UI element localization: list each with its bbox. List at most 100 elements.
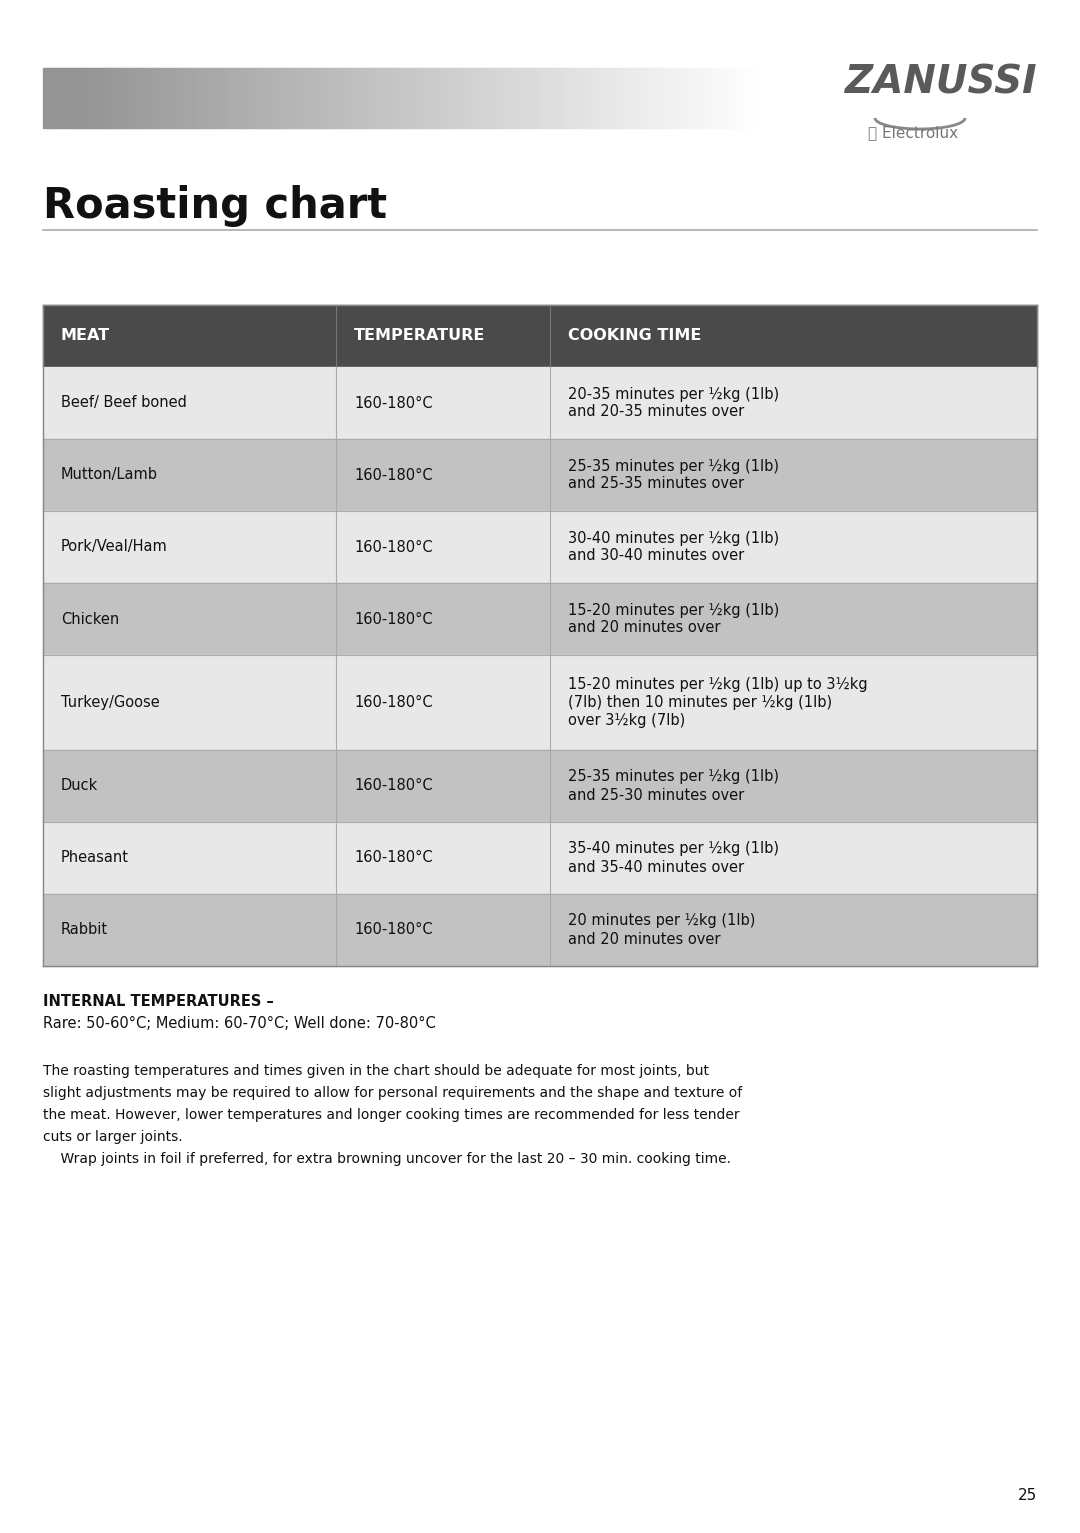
Bar xyxy=(592,67,596,127)
Bar xyxy=(595,67,599,127)
Bar xyxy=(208,67,213,127)
Bar xyxy=(573,67,578,127)
Bar xyxy=(43,655,1037,750)
Bar xyxy=(337,67,341,127)
Text: and 25-30 minutes over: and 25-30 minutes over xyxy=(568,788,744,802)
Bar xyxy=(631,67,635,127)
Bar xyxy=(445,67,449,127)
Text: 160-180°C: 160-180°C xyxy=(354,396,433,411)
Text: and 35-40 minutes over: and 35-40 minutes over xyxy=(568,860,744,874)
Bar xyxy=(226,67,230,127)
Text: and 20 minutes over: and 20 minutes over xyxy=(568,621,720,636)
Bar xyxy=(495,67,499,127)
Bar xyxy=(97,67,102,127)
Text: 160-180°C: 160-180°C xyxy=(354,540,433,555)
Bar xyxy=(144,67,148,127)
Text: 35-40 minutes per ½kg (1lb): 35-40 minutes per ½kg (1lb) xyxy=(568,842,779,857)
Text: 30-40 minutes per ½kg (1lb): 30-40 minutes per ½kg (1lb) xyxy=(568,530,779,546)
Bar xyxy=(261,67,267,127)
Bar xyxy=(549,67,553,127)
Bar xyxy=(516,67,521,127)
Text: 160-180°C: 160-180°C xyxy=(354,923,433,938)
Bar xyxy=(642,67,646,127)
Bar xyxy=(524,67,528,127)
Bar xyxy=(297,67,302,127)
Bar xyxy=(43,305,1037,366)
Bar xyxy=(233,67,238,127)
Text: cuts or larger joints.: cuts or larger joints. xyxy=(43,1130,183,1144)
Bar xyxy=(649,67,653,127)
Bar xyxy=(315,67,320,127)
Bar xyxy=(598,67,604,127)
Bar xyxy=(255,67,259,127)
Bar xyxy=(692,67,697,127)
Bar xyxy=(434,67,438,127)
Text: 160-180°C: 160-180°C xyxy=(354,694,433,710)
Bar xyxy=(666,67,672,127)
Bar xyxy=(237,67,241,127)
Bar xyxy=(484,67,488,127)
Text: Rabbit: Rabbit xyxy=(60,923,108,938)
Text: the meat. However, lower temperatures and longer cooking times are recommended f: the meat. However, lower temperatures an… xyxy=(43,1108,740,1122)
Text: ⓔ Electrolux: ⓔ Electrolux xyxy=(868,126,958,140)
Bar xyxy=(419,67,424,127)
Bar xyxy=(481,67,485,127)
Bar xyxy=(215,67,219,127)
Bar xyxy=(394,67,399,127)
Bar xyxy=(158,67,162,127)
Bar xyxy=(720,67,725,127)
Text: and 25-35 minutes over: and 25-35 minutes over xyxy=(568,477,744,492)
Bar xyxy=(688,67,693,127)
Bar xyxy=(43,750,1037,822)
Text: slight adjustments may be required to allow for personal requirements and the sh: slight adjustments may be required to al… xyxy=(43,1085,742,1101)
Bar xyxy=(168,67,173,127)
Bar xyxy=(366,67,370,127)
Bar xyxy=(530,67,536,127)
Bar xyxy=(413,67,417,127)
Bar xyxy=(545,67,550,127)
Bar xyxy=(725,67,729,127)
Bar xyxy=(79,67,83,127)
Bar xyxy=(46,67,51,127)
Bar xyxy=(90,67,94,127)
Text: 25-35 minutes per ½kg (1lb): 25-35 minutes per ½kg (1lb) xyxy=(568,770,779,785)
Bar xyxy=(272,67,278,127)
Bar xyxy=(552,67,556,127)
Bar xyxy=(50,67,55,127)
Bar xyxy=(165,67,170,127)
Bar xyxy=(193,67,198,127)
Bar xyxy=(402,67,406,127)
Bar xyxy=(43,438,1037,510)
Bar xyxy=(251,67,256,127)
Bar xyxy=(380,67,384,127)
Bar xyxy=(183,67,188,127)
Bar xyxy=(538,67,542,127)
Bar xyxy=(57,67,62,127)
Bar xyxy=(677,67,683,127)
Bar xyxy=(728,67,732,127)
Bar xyxy=(334,67,338,127)
Text: 20 minutes per ½kg (1lb): 20 minutes per ½kg (1lb) xyxy=(568,914,755,929)
Text: over 3½kg (7lb): over 3½kg (7lb) xyxy=(568,713,685,728)
Text: and 30-40 minutes over: and 30-40 minutes over xyxy=(568,549,744,564)
Bar xyxy=(244,67,248,127)
Bar xyxy=(714,67,718,127)
Bar xyxy=(229,67,234,127)
Bar xyxy=(448,67,453,127)
Text: TEMPERATURE: TEMPERATURE xyxy=(354,328,486,343)
Bar xyxy=(731,67,735,127)
Bar xyxy=(276,67,281,127)
Text: (7lb) then 10 minutes per ½kg (1lb): (7lb) then 10 minutes per ½kg (1lb) xyxy=(568,694,832,710)
Text: Chicken: Chicken xyxy=(60,612,119,627)
Bar xyxy=(423,67,428,127)
Bar xyxy=(43,510,1037,583)
Text: Turkey/Goose: Turkey/Goose xyxy=(60,694,160,710)
Bar xyxy=(451,67,456,127)
Bar xyxy=(108,67,112,127)
Bar xyxy=(441,67,446,127)
Bar xyxy=(739,67,743,127)
Bar xyxy=(696,67,700,127)
Text: 15-20 minutes per ½kg (1lb) up to 3½kg: 15-20 minutes per ½kg (1lb) up to 3½kg xyxy=(568,678,867,691)
Bar xyxy=(82,67,87,127)
Bar xyxy=(652,67,657,127)
